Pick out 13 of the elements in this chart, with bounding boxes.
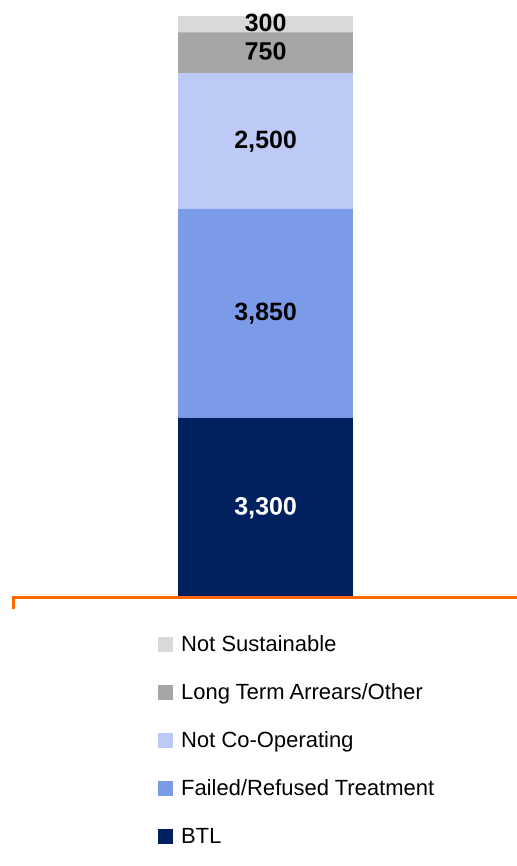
bar [178,32,354,74]
data-label: 750 [244,38,286,66]
legend-label: Not Sustainable [181,631,336,657]
legend-label: BTL [181,823,222,849]
legend-label: Long Term Arrears/Other [181,679,423,705]
data-label: 3,300 [234,492,297,520]
data-label: 300 [244,9,286,38]
data-label: 3,850 [234,298,297,326]
bar [178,73,354,209]
data-label: 2,500 [234,126,297,154]
legend-label: Not Co-Operating [181,727,354,753]
bar [178,208,354,418]
legend-label: Failed/Refused Treatment [181,775,434,801]
